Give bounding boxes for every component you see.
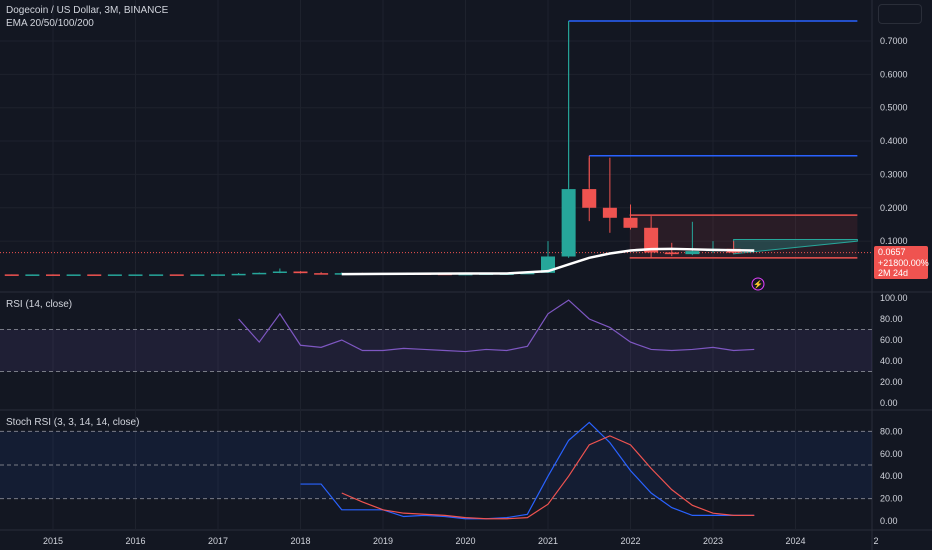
stoch-axis-label: 20.00 xyxy=(880,494,903,504)
price-axis-label: 0.2000 xyxy=(880,203,908,213)
x-axis-label: 2020 xyxy=(455,536,475,546)
x-axis-label: 2024 xyxy=(785,536,805,546)
price-axis-label: 0.5000 xyxy=(880,103,908,113)
price-axis-label: 0.3000 xyxy=(880,169,908,179)
indicator-legend[interactable]: EMA 20/50/100/200 xyxy=(6,18,94,29)
bar-countdown: 2M 24d xyxy=(878,268,909,278)
candle-body xyxy=(231,273,246,276)
candle-body xyxy=(623,217,638,228)
candle-body xyxy=(314,273,329,275)
price-axis-label: 0.4000 xyxy=(880,136,908,146)
stoch-axis-label: 80.00 xyxy=(880,426,903,436)
x-axis-label: 2023 xyxy=(703,536,723,546)
x-axis-label: 2016 xyxy=(125,536,145,546)
x-axis-label: 2021 xyxy=(538,536,558,546)
candle-body xyxy=(644,227,659,253)
x-axis-label: 2022 xyxy=(620,536,640,546)
axes: 2015 2016 2017 2018 2019 2020 2021 2022 2023 2024… xyxy=(43,36,908,546)
rsi-title[interactable]: RSI (14, close) xyxy=(6,299,73,310)
candle-body xyxy=(66,274,81,276)
rsi-axis-label: 0.00 xyxy=(880,398,898,408)
candle-body xyxy=(25,274,40,276)
candle-body xyxy=(561,189,576,257)
price-axis-label: 0.6000 xyxy=(880,69,908,79)
candle-body xyxy=(87,274,102,276)
stoch-axis-label: 0.00 xyxy=(880,516,898,526)
candle-body xyxy=(128,274,143,276)
price-pane: ⚡ xyxy=(0,20,872,291)
candle-body xyxy=(190,274,205,276)
candle-body xyxy=(685,251,700,255)
candle-body xyxy=(252,272,267,275)
chart-title: Dogecoin / US Dollar, 3M, BINANCE xyxy=(6,5,169,16)
x-axis-label: 2017 xyxy=(208,536,228,546)
x-axis-label: 2 xyxy=(873,536,878,546)
x-axis-label: 2019 xyxy=(373,536,393,546)
rsi-axis-label: 20.00 xyxy=(880,377,903,387)
x-axis-label: 2015 xyxy=(43,536,63,546)
rsi-axis-label: 40.00 xyxy=(880,356,903,366)
price-axis-label: 0.1000 xyxy=(880,236,908,246)
rsi-axis-label: 80.00 xyxy=(880,314,903,324)
price-axis-label: 0.7000 xyxy=(880,36,908,46)
last-price-label: 0.0657 +21800.00% 2M 24d xyxy=(874,246,929,279)
stoch-rsi-title[interactable]: Stoch RSI (3, 3, 14, 14, close) xyxy=(6,417,140,428)
event-icon xyxy=(751,277,765,291)
rsi-axis-label: 60.00 xyxy=(880,335,903,345)
rsi-line xyxy=(238,299,755,353)
stoch-k-line xyxy=(300,421,755,520)
rsi-pane xyxy=(0,299,872,372)
stoch-rsi-pane xyxy=(0,421,872,520)
candle-body xyxy=(149,274,164,276)
stoch-axis-label: 40.00 xyxy=(880,471,903,481)
candle-body xyxy=(4,274,19,276)
pane-control-button[interactable] xyxy=(878,4,922,24)
candle-body xyxy=(582,189,597,208)
candle-body xyxy=(211,274,225,276)
ema-line xyxy=(341,247,755,276)
rsi-axis-label: 100.00 xyxy=(880,293,908,303)
candle-body xyxy=(169,274,184,276)
candle-body xyxy=(46,274,60,276)
candle-body xyxy=(664,252,679,255)
candle-body xyxy=(107,274,122,276)
candle-body xyxy=(602,207,617,218)
last-price: 0.0657 xyxy=(878,247,906,257)
price-change: +21800.00% xyxy=(878,257,929,268)
stoch-axis-label: 60.00 xyxy=(880,449,903,459)
candle-body xyxy=(272,271,287,273)
candle-body xyxy=(293,271,308,274)
stoch-d-line xyxy=(341,435,755,520)
x-axis-label: 2018 xyxy=(290,536,310,546)
event-icon-glyph: ⚡ xyxy=(753,279,763,289)
